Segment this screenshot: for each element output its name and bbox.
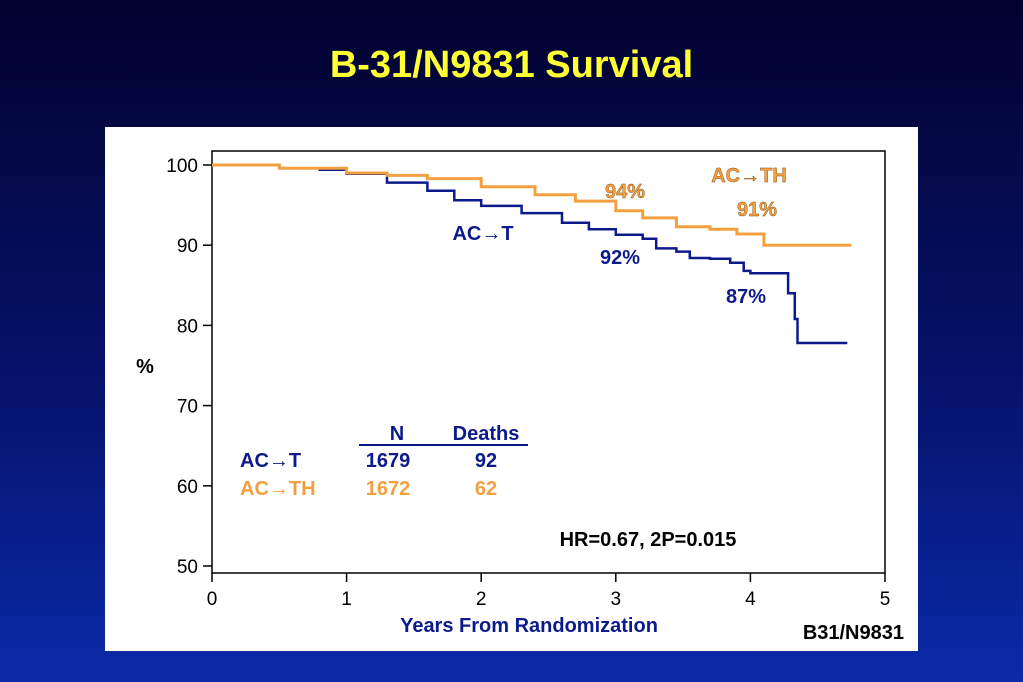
plot-frame <box>211 150 886 574</box>
y-tick-label: 80 <box>177 316 198 337</box>
x-tick-label: 0 <box>207 589 218 610</box>
y-tick-label: 70 <box>177 397 198 418</box>
act-4yr-label: 87% <box>726 286 766 308</box>
table-row-deaths: 62 <box>475 478 497 500</box>
hazard-ratio-label: HR=0.67, 2P=0.015 <box>560 529 737 551</box>
y-tick-label: 50 <box>177 557 198 578</box>
x-tick-label: 2 <box>476 589 487 610</box>
table-row-n: 1672 <box>366 478 411 500</box>
chart-panel: 50 60 70 80 90 100 0 1 2 3 4 5 % Years From Random… <box>105 127 918 651</box>
x-tick-label: 4 <box>745 589 756 610</box>
series-line-acth <box>212 163 852 247</box>
acth-3yr-label: 94% <box>605 181 645 203</box>
table-row-deaths: 92 <box>475 450 497 472</box>
table-row-label: AC→TH <box>240 478 316 500</box>
series-layer <box>212 163 852 345</box>
y-tick-label: 90 <box>177 236 198 257</box>
x-axis-title: Years From Randomization <box>400 615 658 637</box>
act-curve-label: AC→T <box>452 223 513 245</box>
acth-4yr-label: 91% <box>737 199 777 221</box>
deaths-table: N Deaths AC→T 1679 92 AC→TH 1672 62 <box>240 423 528 500</box>
x-tick-label: 3 <box>611 589 622 610</box>
table-header-deaths: Deaths <box>453 423 520 445</box>
survival-chart: 50 60 70 80 90 100 0 1 2 3 4 5 % Years From Random… <box>136 150 904 644</box>
x-tick-label: 1 <box>341 589 352 610</box>
table-row-label: AC→T <box>240 450 301 472</box>
y-tick-label: 60 <box>177 477 198 498</box>
table-header-n: N <box>390 423 404 445</box>
y-axis: 50 60 70 80 90 100 <box>166 156 212 578</box>
act-3yr-label: 92% <box>600 247 640 269</box>
footer-label: B31/N9831 <box>803 622 904 644</box>
table-row-n: 1679 <box>366 450 411 472</box>
slide-title: B-31/N9831 Survival <box>329 44 694 86</box>
x-tick-label: 5 <box>880 589 891 610</box>
series-line-act <box>212 163 848 345</box>
acth-curve-label: AC→TH <box>711 165 787 187</box>
y-axis-title: % <box>136 356 154 378</box>
x-axis: 0 1 2 3 4 5 <box>207 573 891 610</box>
y-tick-label: 100 <box>166 156 198 177</box>
